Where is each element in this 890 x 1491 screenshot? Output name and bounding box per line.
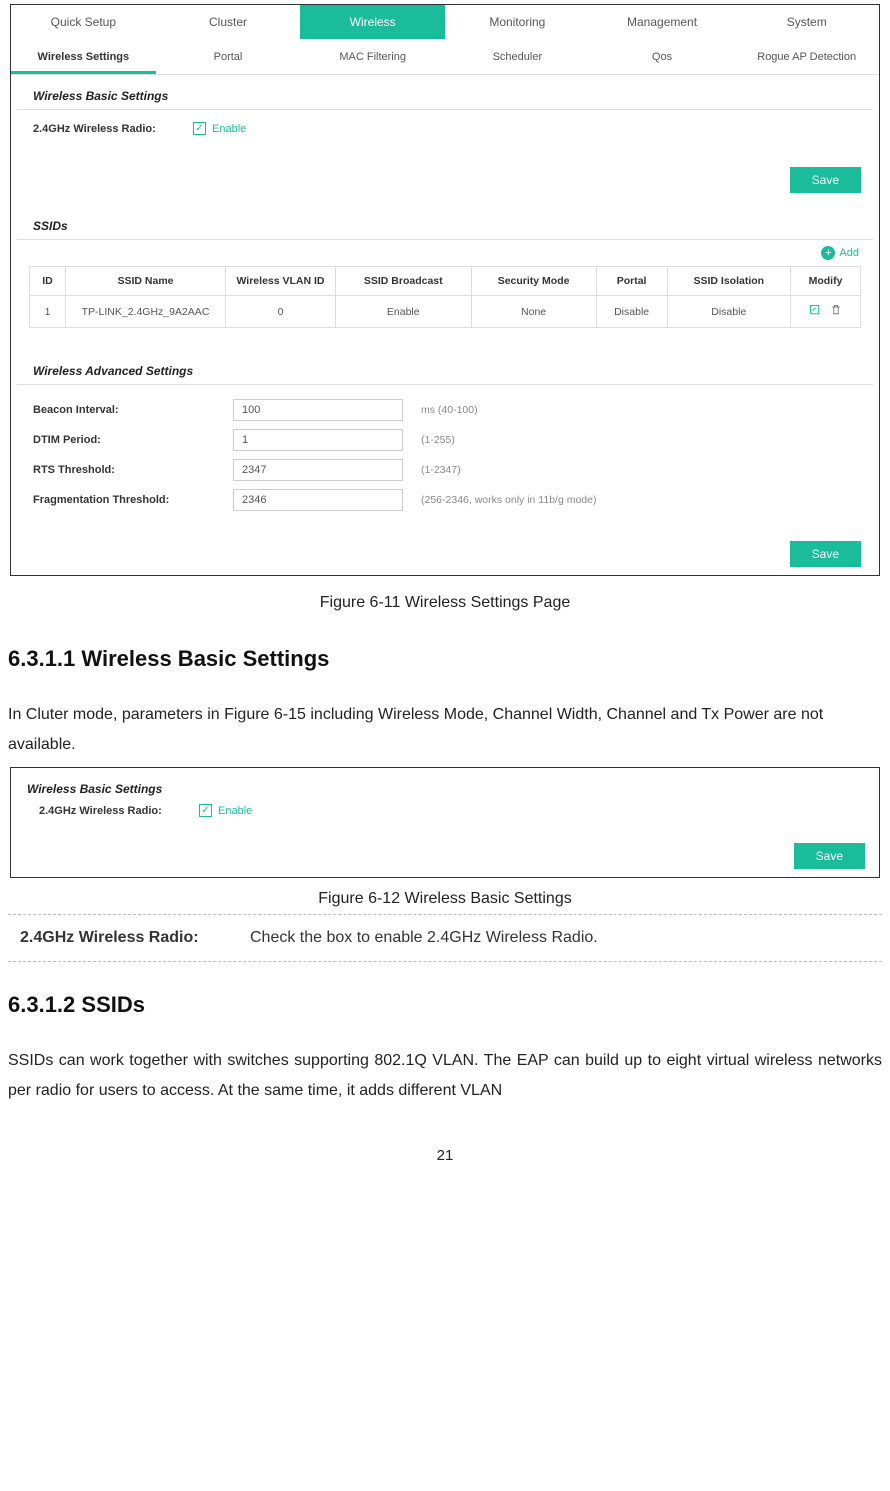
param-desc: Check the box to enable 2.4GHz Wireless … (250, 929, 870, 947)
checkbox-icon[interactable]: ✓ (193, 122, 206, 135)
radio-label: 2.4GHz Wireless Radio: (33, 123, 193, 135)
subnav-qos[interactable]: Qos (590, 39, 735, 74)
col-ssid-name: SSID Name (66, 267, 226, 296)
topnav-monitoring[interactable]: Monitoring (445, 5, 590, 39)
save-row-1: Save (11, 139, 879, 205)
table-header-row: ID SSID Name Wireless VLAN ID SSID Broad… (30, 267, 861, 296)
add-button[interactable]: Add (839, 246, 859, 260)
table-row: 1 TP-LINK_2.4GHz_9A2AAC 0 Enable None Di… (30, 296, 861, 328)
save-button[interactable]: Save (794, 843, 865, 869)
page-number: 21 (8, 1147, 882, 1164)
adv-label: Fragmentation Threshold: (33, 494, 233, 506)
cell-name: TP-LINK_2.4GHz_9A2AAC (66, 296, 226, 328)
para-6-3-1-1: In Cluter mode, parameters in Figure 6-1… (8, 700, 882, 759)
cell-vlan: 0 (226, 296, 336, 328)
fragmentation-threshold-input[interactable] (233, 489, 403, 511)
subnav-portal[interactable]: Portal (156, 39, 301, 74)
cell-portal: Disable (596, 296, 667, 328)
para-6-3-1-2: SSIDs can work together with switches su… (8, 1046, 882, 1105)
checkbox-icon[interactable]: ✓ (199, 804, 212, 817)
top-nav: Quick Setup Cluster Wireless Monitoring … (11, 5, 879, 39)
adv-row-beacon: Beacon Interval: ms (40-100) (33, 395, 857, 425)
ssids-heading: SSIDs (17, 205, 873, 240)
divider (8, 961, 882, 962)
fig612-save-row: Save (11, 825, 879, 877)
heading-6-3-1-1: 6.3.1.1 Wireless Basic Settings (8, 646, 882, 672)
adv-label: DTIM Period: (33, 434, 233, 446)
topnav-system[interactable]: System (734, 5, 879, 39)
ssid-table: ID SSID Name Wireless VLAN ID SSID Broad… (29, 266, 861, 328)
plus-icon[interactable]: + (821, 246, 835, 260)
cell-modify (791, 296, 861, 328)
topnav-quick-setup[interactable]: Quick Setup (11, 5, 156, 39)
param-row: 2.4GHz Wireless Radio: Check the box to … (8, 919, 882, 957)
col-id: ID (30, 267, 66, 296)
add-row: + Add (11, 240, 879, 262)
cell-broadcast: Enable (336, 296, 472, 328)
fig612-radio-row: 2.4GHz Wireless Radio: ✓ Enable (11, 798, 879, 825)
param-table: 2.4GHz Wireless Radio: Check the box to … (8, 914, 882, 962)
fig612-heading: Wireless Basic Settings (11, 768, 879, 798)
trash-icon[interactable] (830, 304, 842, 316)
col-broadcast: SSID Broadcast (336, 267, 472, 296)
figure-6-11: Quick Setup Cluster Wireless Monitoring … (10, 4, 880, 576)
cell-isolation: Disable (667, 296, 790, 328)
adv-hint: (256-2346, works only in 11b/g mode) (421, 494, 597, 506)
col-portal: Portal (596, 267, 667, 296)
save-button[interactable]: Save (790, 541, 861, 567)
cell-security: None (471, 296, 596, 328)
adv-label: RTS Threshold: (33, 464, 233, 476)
beacon-interval-input[interactable] (233, 399, 403, 421)
adv-row-rts: RTS Threshold: (1-2347) (33, 455, 857, 485)
col-vlan: Wireless VLAN ID (226, 267, 336, 296)
subnav-rogue-ap[interactable]: Rogue AP Detection (734, 39, 879, 74)
basic-settings-heading: Wireless Basic Settings (17, 75, 873, 110)
adv-hint: ms (40-100) (421, 404, 478, 416)
dtim-period-input[interactable] (233, 429, 403, 451)
adv-hint: (1-2347) (421, 464, 461, 476)
heading-6-3-1-2: 6.3.1.2 SSIDs (8, 992, 882, 1018)
radio-enable-row: 2.4GHz Wireless Radio: ✓ Enable (11, 110, 879, 139)
save-row-2: Save (11, 535, 879, 575)
cell-id: 1 (30, 296, 66, 328)
figure-6-12-caption: Figure 6-12 Wireless Basic Settings (8, 890, 882, 908)
adv-hint: (1-255) (421, 434, 455, 446)
advanced-form: Beacon Interval: ms (40-100) DTIM Period… (11, 385, 879, 535)
adv-row-frag: Fragmentation Threshold: (256-2346, work… (33, 485, 857, 515)
topnav-management[interactable]: Management (590, 5, 735, 39)
col-isolation: SSID Isolation (667, 267, 790, 296)
topnav-cluster[interactable]: Cluster (156, 5, 301, 39)
col-security: Security Mode (471, 267, 596, 296)
figure-6-11-caption: Figure 6-11 Wireless Settings Page (8, 594, 882, 612)
enable-text[interactable]: Enable (212, 123, 246, 135)
edit-icon[interactable] (809, 304, 821, 316)
figure-6-12: Wireless Basic Settings 2.4GHz Wireless … (10, 767, 880, 878)
radio-label: 2.4GHz Wireless Radio: (39, 805, 199, 817)
param-name: 2.4GHz Wireless Radio: (20, 929, 250, 947)
enable-text[interactable]: Enable (218, 805, 252, 817)
subnav-wireless-settings[interactable]: Wireless Settings (11, 39, 156, 74)
sub-nav: Wireless Settings Portal MAC Filtering S… (11, 39, 879, 75)
topnav-wireless[interactable]: Wireless (300, 5, 445, 39)
rts-threshold-input[interactable] (233, 459, 403, 481)
divider (8, 914, 882, 915)
save-button[interactable]: Save (790, 167, 861, 193)
subnav-mac-filtering[interactable]: MAC Filtering (300, 39, 445, 74)
adv-label: Beacon Interval: (33, 404, 233, 416)
advanced-heading: Wireless Advanced Settings (17, 350, 873, 385)
adv-row-dtim: DTIM Period: (1-255) (33, 425, 857, 455)
col-modify: Modify (791, 267, 861, 296)
subnav-scheduler[interactable]: Scheduler (445, 39, 590, 74)
